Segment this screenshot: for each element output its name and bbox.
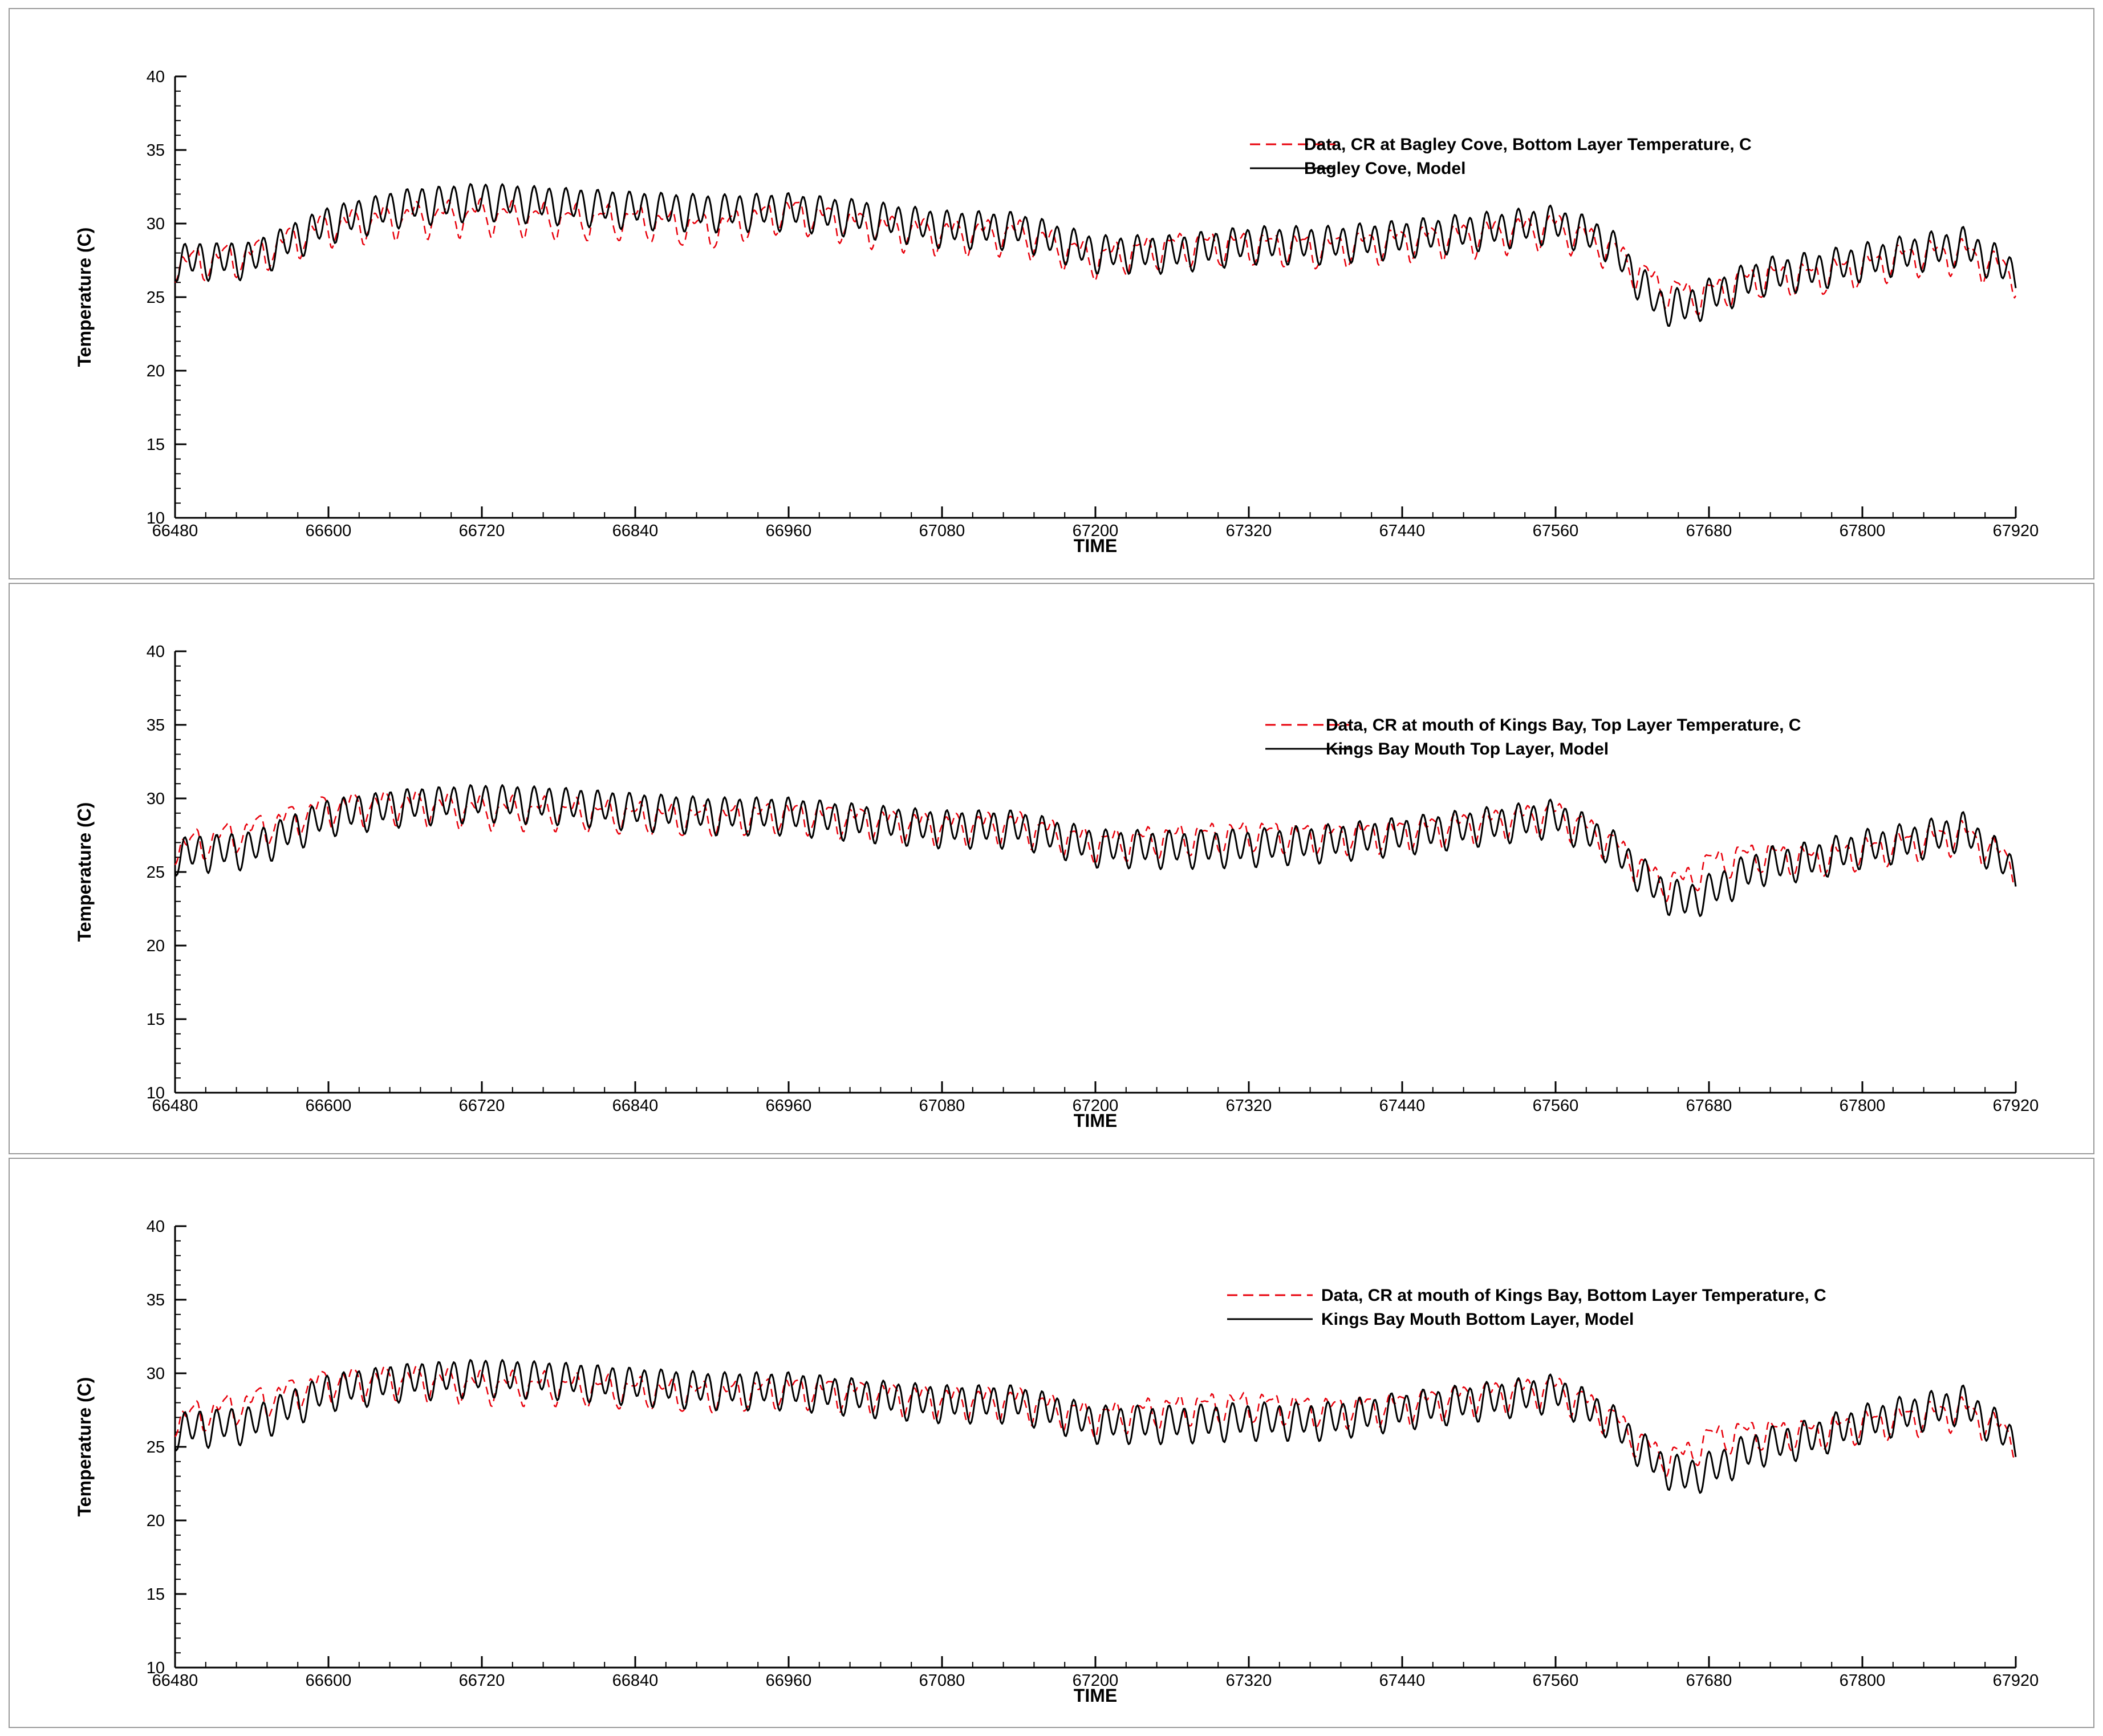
legend-label-data: Data, CR at mouth of Kings Bay, Bottom L… <box>1321 1286 1826 1305</box>
x-axis-title: TIME <box>1074 1110 1117 1131</box>
y-tick-label: 25 <box>147 289 165 307</box>
chart-svg-kings-bay-top: 10 15 20 25 30 35 40 66480 66600 66720 66840 66960 6… <box>74 643 2039 1131</box>
x-tick-label: 67080 <box>919 522 965 540</box>
y-axis-title: Temperature (C) <box>74 1377 95 1517</box>
y-tick-label: 40 <box>147 1218 165 1236</box>
x-tick-label: 67200 <box>1073 522 1119 540</box>
x-tick-label: 66840 <box>612 522 659 540</box>
y-tick-label: 20 <box>147 362 165 380</box>
y-tick-label: 35 <box>147 716 165 735</box>
x-tick-label: 67320 <box>1226 1672 1272 1690</box>
x-tick-label: 66840 <box>612 1672 659 1690</box>
x-tick-label: 66600 <box>306 1097 352 1115</box>
data-series-line <box>174 197 2017 316</box>
x-axis-title: TIME <box>1074 1685 1117 1706</box>
model-series-line <box>174 1359 2017 1494</box>
data-series-line <box>174 1365 2017 1477</box>
x-tick-label: 66480 <box>152 522 198 540</box>
x-axis-title: TIME <box>1074 536 1117 556</box>
y-tick-label: 20 <box>147 1512 165 1530</box>
model-series-line <box>174 183 2017 327</box>
x-tick-label: 66960 <box>766 522 812 540</box>
x-tick-label: 66600 <box>306 1672 352 1690</box>
x-tick-label: 67680 <box>1686 522 1732 540</box>
chart-panel-kings-bay-top: 10 15 20 25 30 35 40 66480 66600 66720 66840 66960 6… <box>9 583 2094 1154</box>
x-tick-label: 67920 <box>1993 1672 2039 1690</box>
x-tick-label: 67680 <box>1686 1672 1732 1690</box>
y-tick-label: 25 <box>147 1438 165 1457</box>
y-tick-label: 15 <box>147 1585 165 1604</box>
chart-svg-bagley-cove: 10 15 20 25 30 35 40 66480 66600 66720 66840 66960 6… <box>74 68 2039 556</box>
x-tick-label: 67200 <box>1073 1097 1119 1115</box>
y-tick-label: 25 <box>147 863 165 882</box>
legend-label-model: Kings Bay Mouth Bottom Layer, Model <box>1321 1310 1634 1329</box>
x-tick-label: 67440 <box>1379 522 1426 540</box>
x-tick-label: 66720 <box>459 1097 505 1115</box>
legend-label-data: Data, CR at Bagley Cove, Bottom Layer Te… <box>1304 135 1752 154</box>
x-tick-label: 67320 <box>1226 522 1272 540</box>
x-tick-label: 66960 <box>766 1097 812 1115</box>
y-tick-label: 40 <box>147 68 165 86</box>
x-tick-label: 67800 <box>1840 1097 1886 1115</box>
y-tick-label: 15 <box>147 436 165 454</box>
model-series-line <box>174 784 2017 917</box>
x-tick-label: 66480 <box>152 1672 198 1690</box>
y-tick-label: 40 <box>147 643 165 661</box>
y-tick-label: 30 <box>147 790 165 808</box>
x-tick-label: 67080 <box>919 1672 965 1690</box>
x-tick-label: 67320 <box>1226 1097 1272 1115</box>
y-tick-label: 10 <box>147 509 165 528</box>
x-tick-label: 67680 <box>1686 1097 1732 1115</box>
legend-label-model: Bagley Cove, Model <box>1304 159 1465 178</box>
legend-label-data: Data, CR at mouth of Kings Bay, Top Laye… <box>1326 716 1801 735</box>
x-tick-label: 67920 <box>1993 1097 2039 1115</box>
x-tick-label: 67200 <box>1073 1672 1119 1690</box>
y-tick-label: 10 <box>147 1659 165 1677</box>
y-tick-label: 10 <box>147 1084 165 1102</box>
legend-label-model: Kings Bay Mouth Top Layer, Model <box>1326 740 1609 759</box>
x-tick-label: 67440 <box>1379 1672 1426 1690</box>
y-tick-label: 30 <box>147 1365 165 1383</box>
x-tick-label: 66720 <box>459 1672 505 1690</box>
x-tick-label: 67920 <box>1993 522 2039 540</box>
chart-panel-kings-bay-bottom: 10 15 20 25 30 35 40 66480 66600 66720 66840 66960 6… <box>9 1158 2094 1728</box>
chart-panel-bagley-cove: 10 15 20 25 30 35 40 66480 66600 66720 66840 66960 6… <box>9 8 2094 579</box>
y-tick-label: 35 <box>147 141 165 160</box>
x-tick-label: 67440 <box>1379 1097 1426 1115</box>
x-tick-label: 67080 <box>919 1097 965 1115</box>
x-tick-label: 66480 <box>152 1097 198 1115</box>
x-tick-label: 66720 <box>459 522 505 540</box>
x-tick-label: 67560 <box>1533 1097 1579 1115</box>
x-tick-label: 66840 <box>612 1097 659 1115</box>
chart-svg-kings-bay-bottom: 10 15 20 25 30 35 40 66480 66600 66720 66840 66960 6… <box>74 1218 2039 1706</box>
y-tick-label: 20 <box>147 937 165 955</box>
y-axis-title: Temperature (C) <box>74 802 95 942</box>
x-tick-label: 67560 <box>1533 1672 1579 1690</box>
x-tick-label: 67560 <box>1533 522 1579 540</box>
x-tick-label: 66960 <box>766 1672 812 1690</box>
y-tick-label: 30 <box>147 215 165 233</box>
y-axis-title: Temperature (C) <box>74 228 95 367</box>
x-tick-label: 67800 <box>1840 1672 1886 1690</box>
y-tick-label: 15 <box>147 1011 165 1029</box>
x-tick-label: 66600 <box>306 522 352 540</box>
data-series-line <box>174 790 2017 902</box>
y-tick-label: 35 <box>147 1291 165 1309</box>
x-tick-label: 67800 <box>1840 522 1886 540</box>
